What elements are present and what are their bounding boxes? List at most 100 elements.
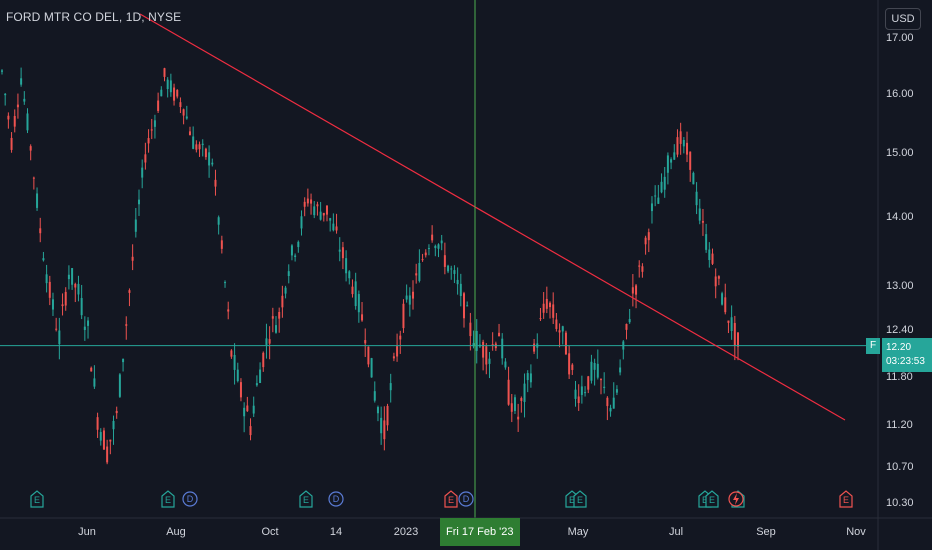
candle-body [370, 358, 373, 378]
candle-body [26, 113, 29, 131]
candle-body [415, 273, 418, 276]
candle-body [150, 129, 153, 131]
dividend-event-icon[interactable]: D [182, 490, 198, 508]
candle-body [507, 379, 510, 405]
symbol-title[interactable]: FORD MTR CO DEL, 1D, NYSE [6, 10, 182, 24]
candle-body [574, 389, 577, 399]
candle-body [4, 93, 7, 96]
candle-body [475, 330, 478, 351]
dividend-event-icon[interactable]: D [328, 490, 344, 508]
earnings-event-icon[interactable]: E [443, 490, 459, 508]
candle-body [87, 320, 90, 326]
candle-body [10, 137, 13, 150]
candle-body [109, 439, 112, 442]
earnings-event-icon[interactable]: E [572, 490, 588, 508]
candle-body [236, 369, 239, 382]
candle-body [163, 68, 166, 77]
candle-body [717, 276, 720, 279]
candle-body [300, 216, 303, 229]
candle-body [303, 201, 306, 207]
candle-body [526, 373, 529, 381]
earnings-event-icon[interactable]: E [160, 490, 176, 508]
candle-body [96, 417, 99, 430]
candle-body [676, 137, 679, 155]
candle-body [542, 303, 545, 313]
candle-body [74, 283, 77, 288]
candle-body [453, 270, 456, 274]
earnings-event-icon[interactable]: E [298, 490, 314, 508]
candle-body [287, 271, 290, 277]
candle-body [141, 167, 144, 178]
event-letter: E [568, 495, 575, 505]
candle-body [345, 258, 348, 274]
candle-body [657, 197, 660, 204]
candle-body [730, 317, 733, 332]
candle-body [682, 140, 685, 147]
time-axis-label: Aug [166, 526, 186, 538]
candle-body [615, 389, 618, 393]
candle-body [36, 193, 39, 208]
candle-body [29, 146, 32, 151]
candle-body [679, 131, 682, 144]
candle-body [517, 416, 520, 420]
candle-body [587, 376, 590, 390]
candle-body [523, 383, 526, 402]
candle-body [701, 221, 704, 223]
candle-body [211, 162, 214, 165]
currency-button[interactable]: USD [885, 8, 921, 30]
candle-body [332, 223, 335, 231]
earnings-event-icon[interactable]: E [838, 490, 854, 508]
candle-body [134, 219, 137, 232]
candle-body [459, 283, 462, 296]
candle-body [173, 87, 176, 101]
candle-body [644, 237, 647, 245]
candle-body [93, 378, 96, 387]
candle-body [182, 109, 185, 116]
candle-body [689, 151, 692, 170]
candle-body [348, 271, 351, 279]
candle-body [666, 155, 669, 173]
candle-body [83, 326, 86, 330]
candle-body [23, 98, 26, 102]
candle-body [386, 405, 389, 426]
candle-body [249, 426, 252, 436]
candle-body [737, 332, 739, 347]
candle-body [628, 319, 631, 323]
candle-body [631, 287, 634, 294]
candle-body [51, 299, 54, 310]
candle-body [724, 297, 727, 313]
candle-body [64, 291, 67, 306]
candle-body [383, 420, 386, 440]
candle-body [733, 323, 736, 347]
split-event-icon[interactable] [728, 490, 744, 508]
event-letter: E [164, 495, 171, 505]
earnings-event-icon[interactable]: E [29, 490, 45, 508]
earnings-event-icon[interactable]: E [704, 490, 720, 508]
candle-body [580, 386, 583, 395]
candle-body [714, 276, 717, 287]
candle-body [224, 282, 227, 284]
candle-body [485, 346, 488, 365]
candle-body [310, 199, 313, 204]
last-price-tag: 12.20 03:23:53 [882, 338, 932, 372]
candle-body [389, 383, 392, 391]
candle-body [609, 407, 612, 412]
time-axis-label: 14 [329, 526, 343, 538]
candle-body [408, 295, 411, 305]
candle-body [721, 293, 724, 305]
candle-body [13, 116, 16, 127]
event-letter: E [302, 495, 309, 505]
candle-body [571, 364, 574, 370]
price-axis-label: 12.40 [886, 324, 914, 336]
event-letter: D [332, 494, 340, 504]
candle-body [246, 405, 249, 412]
candle-body [619, 367, 622, 373]
candle-body [708, 249, 711, 261]
candle-body [447, 265, 450, 272]
dividend-event-icon[interactable]: D [458, 490, 474, 508]
time-axis-label: Sep [756, 526, 776, 538]
candle-body [373, 391, 376, 401]
price-axis-label: 13.00 [886, 280, 914, 292]
event-letter: E [576, 495, 583, 505]
